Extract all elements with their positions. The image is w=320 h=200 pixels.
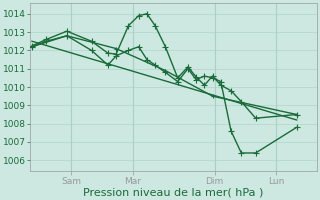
- X-axis label: Pression niveau de la mer( hPa ): Pression niveau de la mer( hPa ): [84, 187, 264, 197]
